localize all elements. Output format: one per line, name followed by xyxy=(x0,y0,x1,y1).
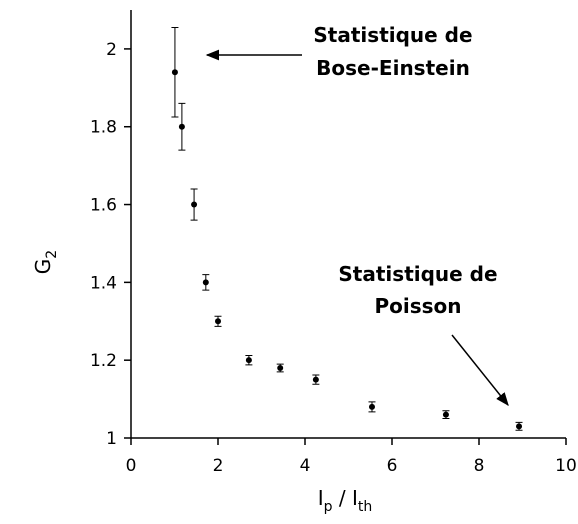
y-axis-label: G2 xyxy=(31,250,60,274)
annotation: Statistique de xyxy=(338,262,497,286)
x-axis-label: Ip / Ith xyxy=(318,486,373,515)
annotation: Statistique de xyxy=(313,23,472,47)
point xyxy=(277,364,284,371)
arrow xyxy=(451,334,509,407)
label-sub: 2 xyxy=(44,250,60,259)
x-tick-label: 4 xyxy=(300,456,311,476)
point xyxy=(202,279,209,286)
x-tick-label: 10 xyxy=(555,456,577,476)
annotation: Bose-Einstein xyxy=(316,56,470,80)
point xyxy=(442,411,449,418)
x-tick-label: 6 xyxy=(387,456,398,476)
point xyxy=(516,423,523,430)
y-tick-label: 2 xyxy=(106,40,117,60)
label-part: / I xyxy=(333,486,358,510)
x-tick-label: 2 xyxy=(213,456,224,476)
y-tick-label: 1 xyxy=(106,429,117,449)
label-sub: th xyxy=(358,499,372,515)
label-part: G xyxy=(31,259,55,275)
x-tick-label: 0 xyxy=(126,456,137,476)
x-tick-label: 8 xyxy=(474,456,485,476)
label-part: I xyxy=(318,486,324,510)
y-tick-label: 1.6 xyxy=(90,196,117,216)
y-tick-label: 1.2 xyxy=(90,351,117,371)
point xyxy=(245,357,252,364)
point xyxy=(191,201,198,208)
label-sub: p xyxy=(324,499,333,515)
point xyxy=(178,123,185,130)
y-tick-label: 1.8 xyxy=(90,118,117,138)
point xyxy=(171,69,178,76)
y-tick-label: 1.4 xyxy=(90,273,117,293)
point xyxy=(215,318,221,325)
point xyxy=(368,403,375,410)
point xyxy=(312,376,319,383)
annotation: Poisson xyxy=(374,294,461,318)
